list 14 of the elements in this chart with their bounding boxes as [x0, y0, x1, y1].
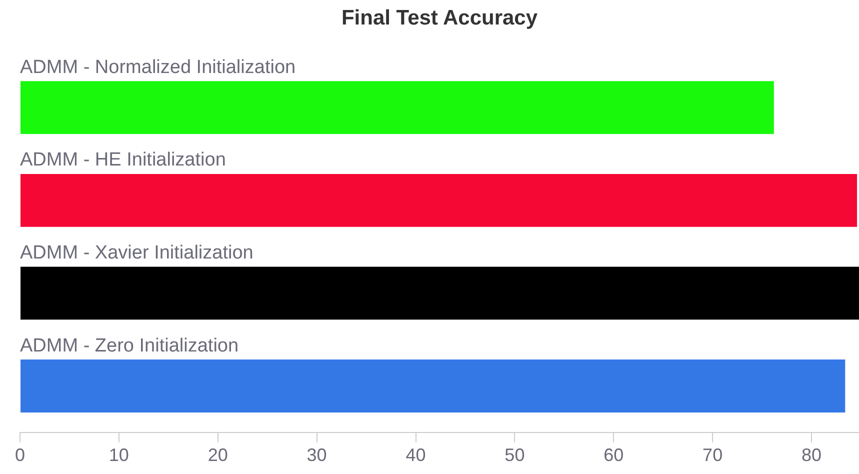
x-tick-label: 40 [406, 445, 426, 466]
x-tick-label: 20 [208, 445, 228, 466]
x-tick-label: 30 [306, 445, 327, 466]
y-tick-label: ADMM - Zero Initialization [20, 335, 239, 356]
y-tick-label: ADMM - HE Initialization [20, 150, 226, 171]
x-tick-label: 50 [504, 445, 525, 466]
x-tick-label: 10 [108, 445, 129, 466]
x-tick-label: 0 [14, 445, 26, 466]
x-tick-label: 80 [801, 445, 822, 466]
chart-title: Final Test Accuracy [341, 6, 538, 30]
x-tick-label: 70 [702, 445, 723, 466]
y-tick-label: ADMM - Normalized Initialization [20, 56, 296, 78]
x-tick-label: 60 [604, 445, 624, 466]
y-tick-label: ADMM - Xavier Initialization [20, 242, 254, 264]
